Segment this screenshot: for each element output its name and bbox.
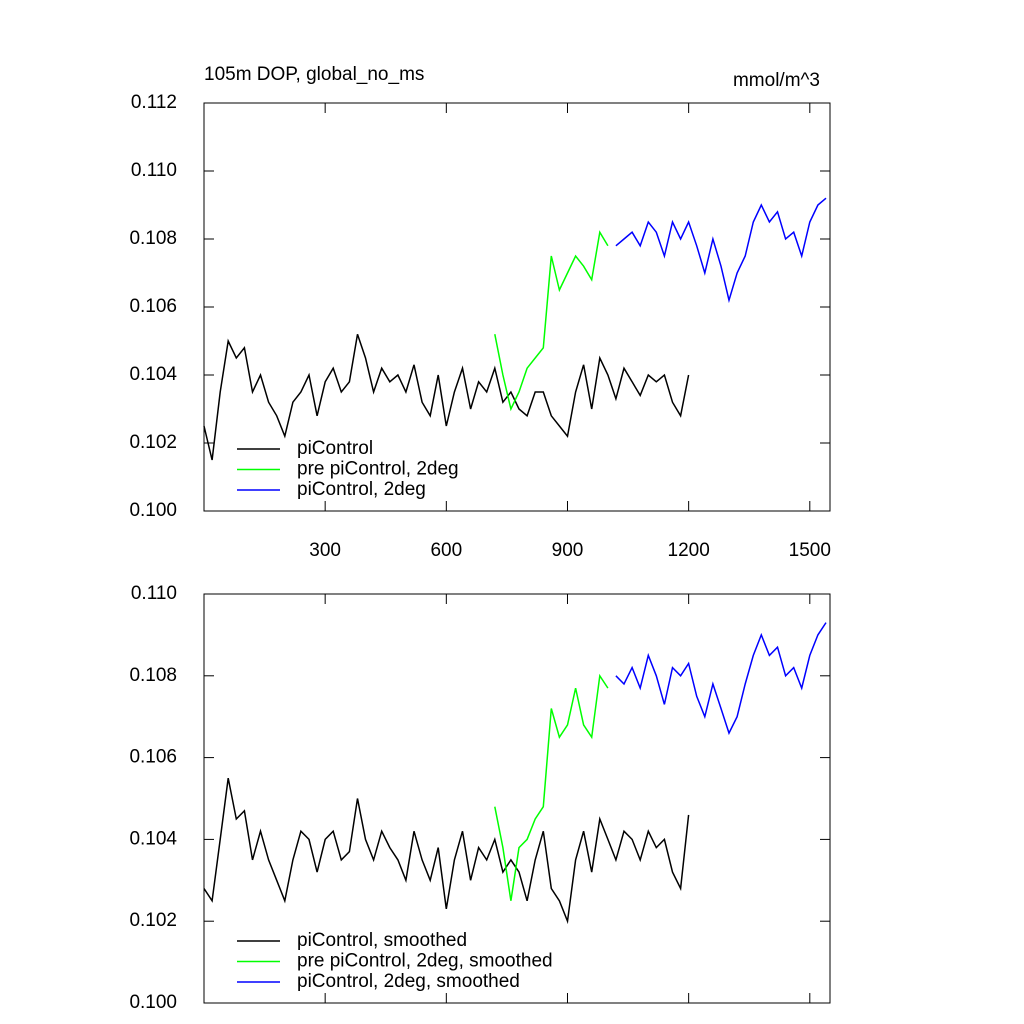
- y-tick-label: 0.106: [129, 747, 177, 768]
- x-tick-label: 300: [309, 540, 341, 561]
- y-tick-label: 0.110: [131, 583, 177, 604]
- y-tick-label: 0.104: [129, 828, 177, 849]
- legend-label: piControl: [297, 438, 373, 459]
- x-tick-label: 1200: [668, 540, 710, 561]
- plot-frame: [203, 593, 831, 1004]
- series-line: [203, 777, 690, 925]
- y-tick-label: 0.100: [129, 992, 177, 1013]
- legend-label: piControl, smoothed: [297, 930, 467, 951]
- units-label: mmol/m^3: [733, 70, 820, 91]
- y-tick-label: 0.110: [131, 160, 177, 181]
- legend-label: piControl, 2deg: [297, 479, 426, 500]
- y-tick-label: 0.102: [129, 910, 177, 931]
- x-tick-label: 600: [430, 540, 462, 561]
- series-line: [203, 333, 690, 461]
- legend-label: piControl, 2deg, smoothed: [297, 971, 520, 992]
- y-tick-label: 0.112: [131, 92, 177, 113]
- y-tick-label: 0.104: [129, 364, 177, 385]
- series-line: [615, 197, 827, 304]
- x-tick-label: 900: [552, 540, 584, 561]
- y-tick-label: 0.108: [129, 228, 177, 249]
- series-line: [615, 622, 827, 736]
- chart-title: 105m DOP, global_no_ms: [204, 64, 424, 85]
- y-tick-label: 0.108: [129, 665, 177, 686]
- legend-label: pre piControl, 2deg, smoothed: [297, 951, 553, 972]
- series-line: [494, 673, 609, 901]
- x-tick-label: 1500: [789, 540, 831, 561]
- y-tick-label: 0.106: [129, 296, 177, 317]
- series-line: [494, 230, 609, 412]
- y-tick-label: 0.100: [129, 500, 177, 521]
- y-tick-label: 0.102: [129, 432, 177, 453]
- legend-label: pre piControl, 2deg: [297, 459, 459, 480]
